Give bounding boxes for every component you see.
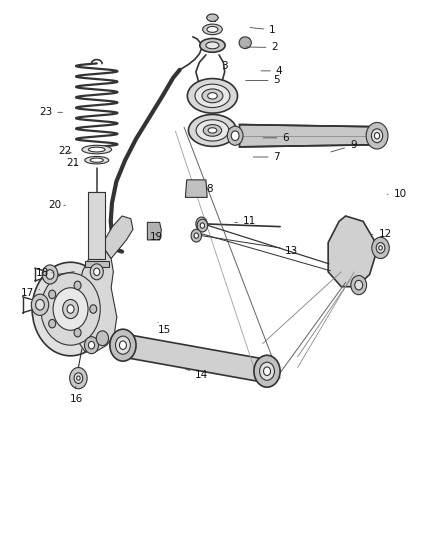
Circle shape [32, 262, 109, 356]
Text: 6: 6 [263, 133, 289, 143]
Circle shape [90, 264, 103, 280]
Text: 16: 16 [70, 386, 83, 405]
Ellipse shape [187, 78, 237, 113]
Circle shape [351, 276, 367, 295]
Ellipse shape [202, 89, 223, 103]
Polygon shape [85, 261, 109, 266]
Circle shape [42, 265, 58, 284]
Polygon shape [88, 192, 106, 259]
Circle shape [96, 331, 109, 346]
Circle shape [260, 362, 275, 380]
Ellipse shape [208, 93, 217, 99]
Circle shape [90, 305, 97, 313]
Text: 5: 5 [246, 76, 280, 85]
Text: 8: 8 [205, 181, 212, 195]
Circle shape [88, 342, 95, 349]
Ellipse shape [88, 147, 105, 152]
Ellipse shape [188, 115, 237, 147]
Circle shape [264, 367, 271, 375]
Circle shape [41, 273, 100, 345]
Ellipse shape [196, 120, 229, 141]
Ellipse shape [208, 128, 217, 133]
Circle shape [374, 133, 380, 139]
Circle shape [376, 243, 385, 253]
Text: 11: 11 [235, 216, 256, 227]
Circle shape [366, 123, 388, 149]
Polygon shape [148, 222, 161, 240]
Ellipse shape [82, 146, 112, 154]
Circle shape [63, 300, 78, 319]
Circle shape [197, 219, 208, 232]
Circle shape [94, 268, 100, 276]
Circle shape [379, 246, 382, 250]
Text: 17: 17 [20, 288, 39, 298]
Text: 20: 20 [48, 200, 65, 211]
Polygon shape [78, 248, 117, 352]
Circle shape [49, 290, 56, 298]
Text: 12: 12 [372, 229, 392, 239]
Text: 4: 4 [261, 66, 283, 76]
Circle shape [46, 270, 54, 279]
Circle shape [196, 217, 207, 231]
Circle shape [85, 337, 99, 354]
Polygon shape [122, 334, 267, 383]
Circle shape [31, 294, 49, 316]
Polygon shape [185, 180, 207, 197]
Circle shape [372, 237, 389, 259]
Circle shape [191, 229, 201, 242]
Text: 22: 22 [58, 146, 71, 156]
Ellipse shape [85, 157, 109, 164]
Circle shape [77, 376, 80, 380]
Text: 19: 19 [150, 232, 163, 243]
Text: 21: 21 [66, 158, 79, 168]
Circle shape [116, 336, 131, 354]
Polygon shape [240, 125, 385, 147]
Text: 10: 10 [387, 189, 407, 199]
Polygon shape [104, 216, 133, 259]
Circle shape [254, 356, 280, 387]
Text: 23: 23 [39, 107, 63, 117]
Circle shape [200, 223, 205, 228]
Text: 15: 15 [158, 322, 171, 335]
Circle shape [70, 368, 87, 389]
Text: 2: 2 [246, 43, 278, 52]
Circle shape [227, 126, 243, 146]
Ellipse shape [90, 158, 103, 163]
Ellipse shape [207, 14, 218, 21]
Circle shape [371, 129, 383, 143]
Text: 18: 18 [35, 268, 52, 278]
Ellipse shape [203, 125, 222, 136]
Circle shape [110, 329, 136, 361]
Circle shape [49, 319, 56, 328]
Circle shape [74, 328, 81, 337]
Circle shape [74, 373, 83, 383]
Text: 3: 3 [221, 61, 228, 71]
Ellipse shape [207, 27, 218, 33]
Text: 7: 7 [253, 152, 280, 162]
Circle shape [35, 300, 44, 310]
Circle shape [194, 233, 198, 238]
Ellipse shape [239, 37, 251, 49]
Circle shape [53, 288, 88, 330]
Text: 14: 14 [184, 368, 208, 381]
Circle shape [199, 221, 204, 227]
Text: 1: 1 [250, 25, 276, 35]
Ellipse shape [195, 84, 230, 108]
Polygon shape [328, 216, 375, 287]
Circle shape [120, 341, 127, 350]
Text: 9: 9 [331, 140, 357, 152]
Circle shape [67, 305, 74, 313]
Circle shape [355, 280, 363, 290]
Circle shape [74, 281, 81, 289]
Ellipse shape [200, 38, 225, 52]
Text: 13: 13 [285, 246, 298, 255]
Ellipse shape [206, 42, 219, 49]
Circle shape [231, 131, 239, 141]
Ellipse shape [203, 24, 222, 35]
